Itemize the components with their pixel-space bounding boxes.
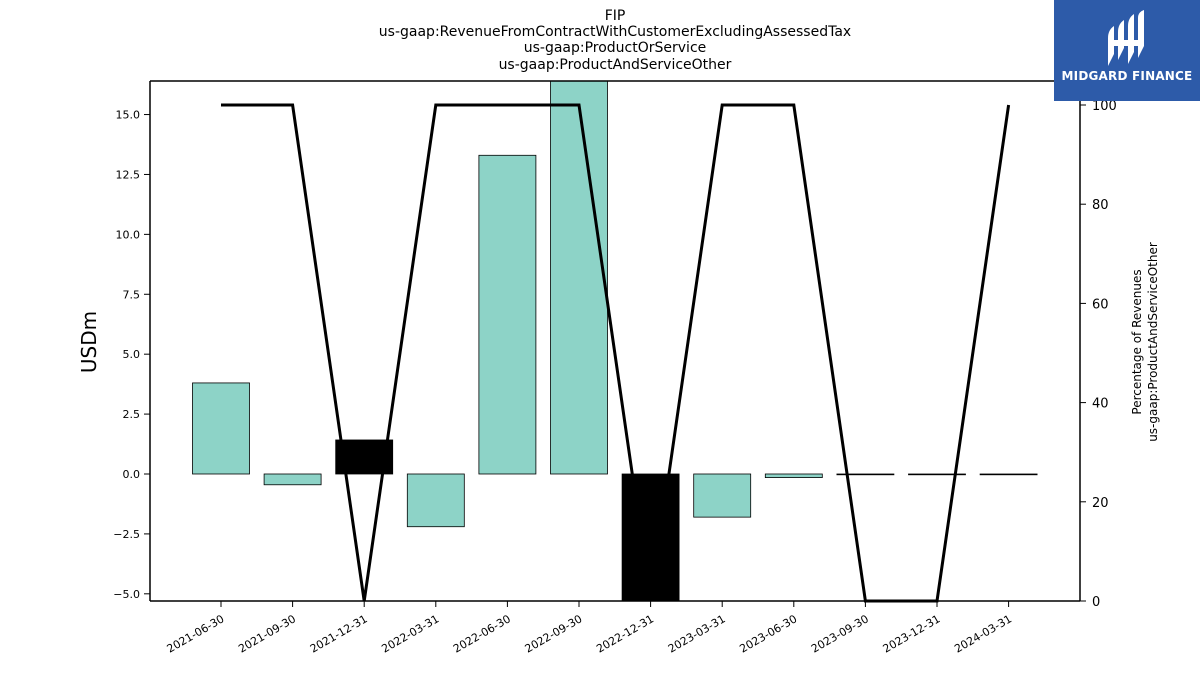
- brand-logo: MIDGARD FINANCE: [1054, 0, 1200, 101]
- bar: [478, 154, 537, 475]
- bar: [263, 473, 322, 486]
- y-axis-left-label: USDm: [77, 311, 101, 373]
- midgard-logo-icon: [1108, 10, 1144, 66]
- x-tick-label: 2023-12-31: [881, 612, 943, 655]
- y-tick-label-left: 2.5: [123, 408, 141, 421]
- bar: [621, 473, 680, 602]
- bar: [192, 382, 250, 475]
- y-tick-label-right: 0: [1092, 595, 1100, 610]
- y-tick-label-right: 40: [1092, 397, 1109, 412]
- x-axis-ticks: 2021-06-30 2021-09-30 2021-12-31 2022-03-31…: [165, 601, 1014, 656]
- x-tick-label: 2021-12-31: [308, 612, 370, 655]
- y-tick-label-left: 5.0: [123, 348, 141, 361]
- y-tick-label-left: 10.0: [116, 228, 141, 241]
- bar: [836, 473, 895, 476]
- bar: [908, 473, 966, 476]
- line-series: [221, 103, 1011, 603]
- bar-series: [192, 80, 1038, 602]
- bar: [406, 473, 465, 528]
- x-tick-label: 2022-03-31: [379, 612, 441, 655]
- y-tick-label-left: 12.5: [116, 168, 141, 181]
- chart-title-line: FIP: [605, 8, 626, 24]
- bar: [550, 80, 608, 475]
- y-tick-label-right: 100: [1092, 99, 1117, 114]
- chart-title-line: us-gaap:ProductAndServiceOther: [499, 57, 732, 73]
- y-axis-right-label-line: Percentage of Revenues: [1130, 269, 1144, 414]
- y-axis-right-ticks: 100 80 60 40 20 0: [1080, 99, 1117, 610]
- chart-title-line: us-gaap:ProductOrService: [524, 40, 707, 56]
- series-line: [221, 103, 1011, 603]
- y-tick-label-left: 7.5: [123, 288, 141, 301]
- y-tick-label-left: −5.0: [113, 588, 140, 601]
- x-tick-label: 2024-03-31: [952, 612, 1014, 655]
- chart-title-line: us-gaap:RevenueFromContractWithCustomerE…: [379, 24, 851, 40]
- x-tick-label: 2022-12-31: [594, 612, 656, 655]
- y-tick-label-left: −2.5: [113, 528, 140, 541]
- y-tick-label-right: 20: [1092, 496, 1109, 511]
- x-tick-label: 2022-09-30: [523, 612, 585, 655]
- bar: [693, 473, 752, 518]
- axes: [149, 80, 1081, 602]
- x-tick-label: 2021-09-30: [236, 612, 298, 655]
- y-tick-label-right: 60: [1092, 297, 1109, 312]
- y-tick-label-left: 15.0: [116, 109, 141, 122]
- bar: [764, 473, 823, 478]
- x-tick-label: 2023-09-30: [809, 612, 871, 655]
- y-axis-left-ticks: 15.0 12.5 10.0 7.5 5.0 2.5 0.0 −2.5 −5.0: [113, 109, 150, 601]
- bar: [979, 473, 1038, 476]
- x-tick-label: 2022-06-30: [451, 612, 513, 655]
- x-tick-label: 2021-06-30: [165, 612, 227, 655]
- y-tick-label-left: 0.0: [123, 468, 141, 481]
- chart-title: FIP us-gaap:RevenueFromContractWithCusto…: [379, 8, 851, 73]
- y-tick-label-right: 80: [1092, 198, 1109, 213]
- x-tick-label: 2023-06-30: [737, 612, 799, 655]
- x-tick-label: 2023-03-31: [666, 612, 728, 655]
- logo-text: MIDGARD FINANCE: [1061, 69, 1193, 83]
- y-axis-right-label-line: us-gaap:ProductAndServiceOther: [1146, 242, 1160, 442]
